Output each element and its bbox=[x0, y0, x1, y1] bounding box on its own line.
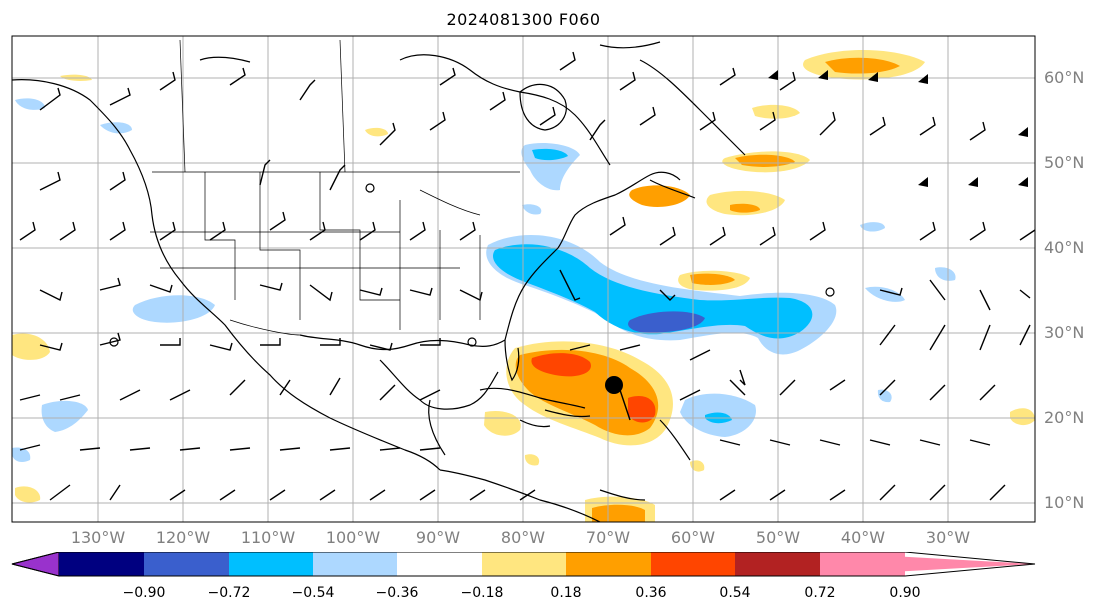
shading-positive-small3 bbox=[524, 454, 540, 466]
shading-negative-ak bbox=[15, 98, 45, 110]
shading-positive-small1 bbox=[365, 127, 388, 137]
shading-positive-labr bbox=[752, 104, 800, 119]
lon-label: 60°W bbox=[670, 528, 716, 547]
colorbar-tick-label: −0.90 bbox=[122, 585, 166, 601]
colorbar-segment bbox=[735, 552, 820, 576]
political-borders bbox=[150, 39, 520, 336]
shading-negative-atl3 bbox=[865, 286, 905, 302]
map-frame bbox=[11, 35, 1036, 523]
colorbar bbox=[11, 552, 1036, 577]
colorbar-outline bbox=[11, 552, 1036, 577]
calm-circles bbox=[109, 183, 835, 347]
shading-negative-us-atl-core bbox=[492, 244, 813, 339]
colorbar-segment bbox=[59, 552, 144, 576]
colorbar-tick-label: −0.72 bbox=[207, 585, 251, 601]
colorbar-tick-label: −0.18 bbox=[460, 585, 504, 601]
graticule bbox=[12, 36, 1035, 522]
colorbar-segment bbox=[144, 552, 229, 576]
lat-label: 30°N bbox=[1044, 323, 1085, 342]
colorbar-segment bbox=[651, 552, 735, 576]
shading-positive-nl2 bbox=[706, 190, 785, 216]
wind-barbs bbox=[19, 51, 1035, 501]
wind-flags bbox=[768, 70, 1028, 187]
lon-label: 100°W bbox=[325, 528, 381, 547]
shading-negative-pac bbox=[132, 295, 215, 323]
colorbar-tick-label: 0.18 bbox=[550, 585, 582, 601]
lat-label: 20°N bbox=[1044, 408, 1085, 427]
colorbar-segment bbox=[397, 552, 482, 576]
colorbar-tick-label: 0.54 bbox=[719, 585, 751, 601]
colorbar-tick-label: −0.36 bbox=[375, 585, 419, 601]
shading-positive-nl-core bbox=[735, 154, 795, 167]
shading-positive-nl2-core bbox=[730, 203, 760, 213]
plot-title: 2024081300 F060 bbox=[446, 10, 601, 29]
shading-positive-pac bbox=[12, 333, 50, 360]
lat-label: 10°N bbox=[1044, 493, 1085, 512]
anomaly-shading bbox=[12, 50, 1035, 522]
shading-positive-carib2-core bbox=[592, 504, 645, 522]
shading-negative-hudson-core bbox=[532, 148, 568, 161]
shading-positive-gulf bbox=[484, 410, 521, 436]
shading-negative-core bbox=[628, 311, 705, 333]
lon-label: 110°W bbox=[240, 528, 296, 547]
shading-positive-atl1-core bbox=[690, 273, 735, 285]
colorbar-segment bbox=[566, 552, 651, 576]
lon-label: 40°W bbox=[840, 528, 886, 547]
lon-label: 50°W bbox=[755, 528, 801, 547]
shading-negative-pac3 bbox=[12, 447, 31, 463]
storm-center-marker bbox=[605, 376, 623, 394]
coastlines bbox=[12, 41, 746, 522]
lon-label: 130°W bbox=[70, 528, 126, 547]
lon-label: 120°W bbox=[155, 528, 211, 547]
shading-positive-eatl bbox=[1010, 408, 1035, 426]
colorbar-tick-label: 0.72 bbox=[804, 585, 836, 601]
shading-positive-caribbean-max bbox=[531, 353, 591, 377]
colorbar-extend-low bbox=[11, 552, 60, 577]
colorbar-tick-label: 0.90 bbox=[889, 585, 921, 601]
shading-negative-atl4 bbox=[935, 267, 956, 281]
lon-label: 30°W bbox=[925, 528, 971, 547]
colorbar-tick-label: 0.36 bbox=[635, 585, 667, 601]
shading-negative-atl5 bbox=[860, 222, 885, 232]
shading-positive-small2 bbox=[690, 460, 705, 472]
colorbar-segment bbox=[482, 552, 566, 576]
shading-positive-caribbean-max2 bbox=[628, 395, 656, 423]
lat-label: 60°N bbox=[1044, 68, 1085, 87]
lon-label: 70°W bbox=[585, 528, 631, 547]
colorbar-segment bbox=[229, 552, 313, 576]
lon-label: 80°W bbox=[500, 528, 546, 547]
colorbar-segment bbox=[313, 552, 397, 576]
shading-positive-pac2 bbox=[15, 486, 41, 503]
lat-label: 40°N bbox=[1044, 238, 1085, 257]
shading-negative-ne bbox=[522, 204, 542, 215]
colorbar-tick-label: −0.54 bbox=[291, 585, 335, 601]
lon-label: 90°W bbox=[415, 528, 461, 547]
lat-label: 50°N bbox=[1044, 153, 1085, 172]
colorbar-top-segment bbox=[820, 552, 905, 576]
shading-negative-pac2 bbox=[41, 400, 88, 432]
